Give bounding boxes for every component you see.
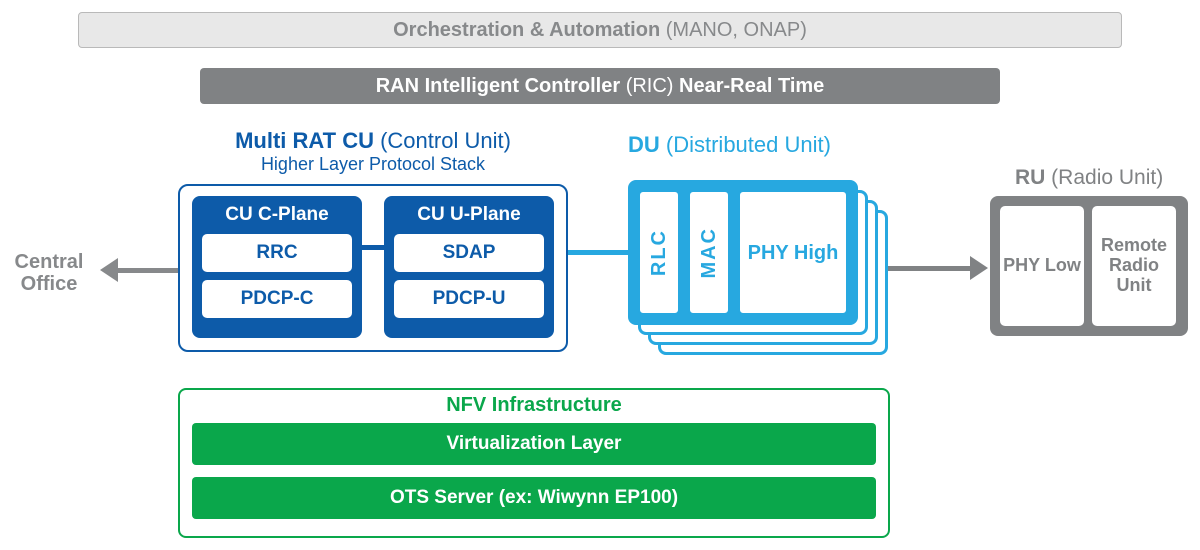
cu-u-plane-title: CU U-Plane — [384, 204, 554, 226]
du-title: DU (Distributed Unit) — [628, 132, 831, 158]
rrc-chip: RRC — [202, 234, 352, 272]
nfv-title: NFV Infrastructure — [446, 394, 622, 417]
sdap-chip: SDAP — [394, 234, 544, 272]
cu-c-plane-title: CU C-Plane — [192, 204, 362, 226]
virtualization-layer-bar: Virtualization Layer — [192, 423, 876, 465]
cu-title: Multi RAT CU (Control Unit) Higher Layer… — [203, 128, 543, 175]
mac-cell: MAC — [688, 190, 730, 315]
cu-c-plane: CU C-Plane RRC PDCP-C — [192, 196, 362, 338]
orchestration-text: Orchestration & Automation (MANO, ONAP) — [393, 19, 807, 42]
ric-text: RAN Intelligent Controller (RIC) Near-Re… — [376, 75, 825, 98]
pdcp-u-chip: PDCP-U — [394, 280, 544, 318]
cu-u-plane: CU U-Plane SDAP PDCP-U — [384, 196, 554, 338]
pdcp-c-chip: PDCP-C — [202, 280, 352, 318]
phy-high-cell: PHY High — [738, 190, 848, 315]
rlc-cell: RLC — [638, 190, 680, 315]
du-container: RLC MAC PHY High — [628, 180, 858, 325]
remote-radio-unit-cell: Remote Radio Unit — [1092, 206, 1176, 326]
ric-bar: RAN Intelligent Controller (RIC) Near-Re… — [200, 68, 1000, 104]
ru-title: RU (Radio Unit) — [1015, 166, 1163, 190]
cu-du-connector — [568, 250, 628, 255]
central-office-label: Central Office — [0, 251, 98, 295]
ru-container: PHY Low Remote Radio Unit — [990, 196, 1188, 336]
phy-low-cell: PHY Low — [1000, 206, 1084, 326]
orchestration-bar: Orchestration & Automation (MANO, ONAP) — [78, 12, 1122, 48]
cu-plane-connector — [362, 245, 384, 250]
ots-server-bar: OTS Server (ex: Wiwynn EP100) — [192, 477, 876, 519]
